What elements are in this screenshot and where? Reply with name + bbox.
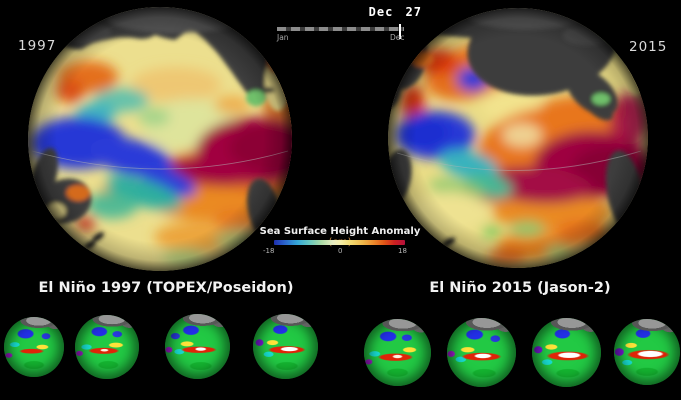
animation-frame-globe-7 <box>532 318 601 387</box>
year-label-1997: 1997 <box>18 38 57 54</box>
timeline-start-label: Jan <box>277 33 289 42</box>
legend-tick-max: 18 <box>398 247 407 255</box>
animation-frame-globe-4 <box>253 314 318 379</box>
animation-frame-globe-6 <box>447 318 516 387</box>
animation-frame-globe-3 <box>165 314 230 379</box>
animation-frame-globe-8 <box>614 319 680 385</box>
globe-2015-visualization <box>388 8 648 268</box>
caption-2015: El Niño 2015 (Jason-2) <box>429 280 611 296</box>
legend-tick-min: -18 <box>263 247 275 255</box>
year-label-2015: 2015 <box>629 39 668 55</box>
animation-frame-globe-5 <box>364 319 431 386</box>
timeline-current-date: Dec 27 <box>368 5 422 19</box>
timeline-end-label: Dec <box>390 33 405 42</box>
animation-frame-globe-1 <box>4 317 64 377</box>
timeline-scrubber-track[interactable] <box>277 27 404 31</box>
animation-frame-globe-2 <box>75 315 139 379</box>
timeline-cursor[interactable] <box>399 24 401 39</box>
color-scale-bar <box>274 240 405 245</box>
globe-1997-visualization <box>28 7 292 271</box>
legend-title-text: Sea Surface Height Anomaly <box>259 226 421 237</box>
legend-tick-mid: 0 <box>338 247 343 255</box>
caption-1997: El Niño 1997 (TOPEX/Poseidon) <box>38 280 294 296</box>
